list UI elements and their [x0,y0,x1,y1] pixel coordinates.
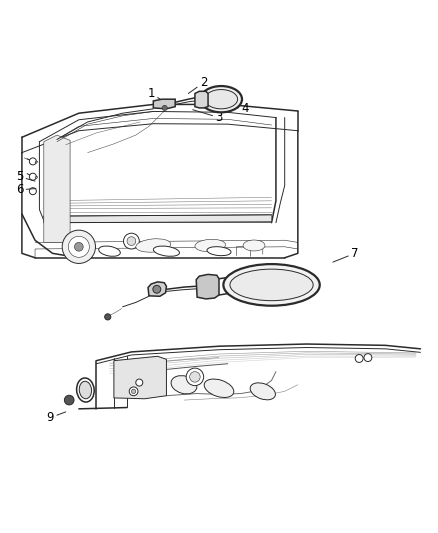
Text: 5: 5 [16,170,35,183]
Text: 9: 9 [46,411,66,424]
Circle shape [190,372,200,382]
Ellipse shape [223,264,320,306]
Polygon shape [196,274,219,299]
Polygon shape [148,282,166,296]
Ellipse shape [230,269,313,301]
Polygon shape [114,356,166,399]
Ellipse shape [136,239,171,252]
Circle shape [29,158,36,165]
Text: 2: 2 [188,76,208,93]
Polygon shape [35,161,38,163]
Text: 7: 7 [333,247,359,262]
Ellipse shape [204,379,234,398]
Polygon shape [195,91,208,108]
Ellipse shape [195,239,226,252]
Ellipse shape [77,378,94,402]
Circle shape [162,106,167,110]
Text: 1: 1 [147,87,169,104]
Circle shape [124,233,139,249]
Text: 3: 3 [193,110,223,124]
Circle shape [74,243,83,251]
Ellipse shape [205,90,237,109]
Ellipse shape [99,246,120,256]
Polygon shape [44,135,70,243]
Text: 8: 8 [289,276,310,288]
Circle shape [127,237,136,246]
Circle shape [364,354,372,361]
Polygon shape [35,176,38,179]
Ellipse shape [153,246,180,256]
Ellipse shape [171,376,197,394]
Circle shape [68,236,89,257]
Polygon shape [44,215,272,223]
Circle shape [64,395,74,405]
Circle shape [136,379,143,386]
Circle shape [131,389,136,393]
Polygon shape [153,99,175,109]
Circle shape [129,387,138,395]
Circle shape [355,354,363,362]
Ellipse shape [79,381,92,399]
Ellipse shape [250,383,276,400]
Circle shape [186,368,204,386]
Circle shape [62,230,95,263]
Ellipse shape [243,240,265,251]
Circle shape [105,314,111,320]
Text: 4: 4 [217,102,249,115]
Text: 6: 6 [16,183,36,196]
Circle shape [153,285,161,293]
Ellipse shape [200,86,242,112]
Ellipse shape [207,247,231,256]
Circle shape [29,188,36,195]
Circle shape [29,173,36,180]
